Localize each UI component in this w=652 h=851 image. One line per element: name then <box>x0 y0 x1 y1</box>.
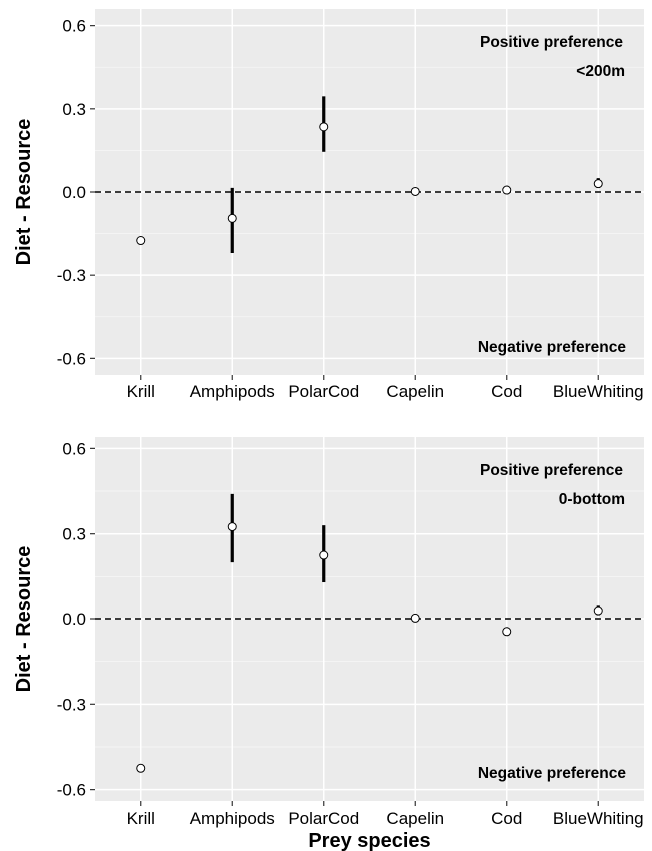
y-tick-label: -0.6 <box>57 781 86 800</box>
data-point-polarcod <box>319 550 329 560</box>
data-point-capelin <box>410 613 420 623</box>
x-tick-label: Krill <box>127 809 155 828</box>
y-tick-label: 0.6 <box>62 17 86 36</box>
data-point-krill <box>136 763 146 773</box>
y-tick-label: 0.3 <box>62 525 86 544</box>
annotation-negative-preference: Negative preference <box>478 765 627 782</box>
data-point-krill <box>136 236 146 246</box>
x-tick-label: Krill <box>127 382 155 401</box>
data-point-cod <box>502 185 512 195</box>
x-tick-label: Amphipods <box>190 809 275 828</box>
annotation-positive-preference: Positive preference <box>480 34 623 51</box>
x-tick-label: Capelin <box>386 382 444 401</box>
data-point-cod <box>502 627 512 637</box>
y-tick-label: -0.3 <box>57 695 86 714</box>
data-point-amphipods <box>227 213 237 223</box>
data-point-capelin <box>410 186 420 196</box>
annotation-positive-preference: Positive preference <box>480 462 623 479</box>
data-point-amphipods <box>227 522 237 532</box>
x-tick-label: PolarCod <box>288 382 359 401</box>
y-tick-label: 0.0 <box>62 183 86 202</box>
x-tick-label: PolarCod <box>288 809 359 828</box>
annotation-depth-range: <200m <box>576 63 625 80</box>
x-tick-label: Capelin <box>386 809 444 828</box>
x-tick-label: BlueWhiting <box>553 809 644 828</box>
y-axis-label: Diet - Resource <box>13 546 35 693</box>
x-tick-label: BlueWhiting <box>553 382 644 401</box>
y-tick-label: 0.3 <box>62 100 86 119</box>
y-axis-label: Diet - Resource <box>13 119 35 266</box>
data-point-bluewhiting <box>593 606 603 616</box>
x-tick-label: Cod <box>491 809 522 828</box>
y-tick-label: 0.6 <box>62 439 86 458</box>
data-point-polarcod <box>319 122 329 132</box>
annotation-negative-preference: Negative preference <box>478 339 627 356</box>
data-point-bluewhiting <box>593 179 603 189</box>
y-tick-label: -0.3 <box>57 266 86 285</box>
chart-panel-2: -0.6 -0.3 0.0 0.3 0.6 Krill Amphipods PolarCod C… <box>13 437 644 851</box>
chart-panel-1: -0.6 -0.3 0.0 0.3 0.6 Krill Amphipods PolarCod C… <box>13 9 644 401</box>
x-tick-label: Amphipods <box>190 382 275 401</box>
annotation-depth-range: 0-bottom <box>559 491 625 508</box>
y-tick-label: 0.0 <box>62 610 86 629</box>
x-axis-label: Prey species <box>308 830 430 851</box>
x-tick-label: Cod <box>491 382 522 401</box>
y-tick-label: -0.6 <box>57 349 86 368</box>
